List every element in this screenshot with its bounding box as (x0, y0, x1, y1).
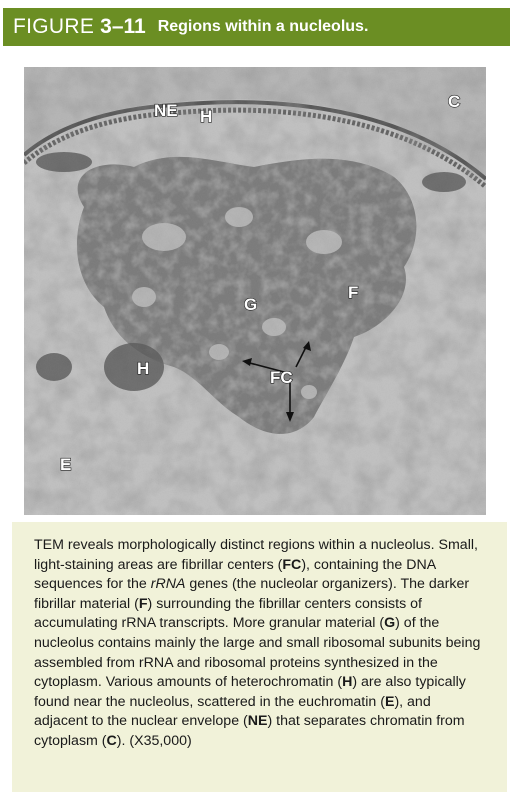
caption-term-ne: NE (247, 713, 268, 730)
caption-part: ) that separates chromatin from cytoplas… (34, 713, 465, 749)
label-f: F (348, 283, 358, 302)
figure-word: FIGURE (13, 15, 95, 38)
label-h-top: H (200, 107, 212, 126)
label-c: C (448, 92, 460, 111)
caption-part: ) surrounding the fibrillar centers cons… (34, 595, 422, 632)
caption-part: ) of the nucleolus contains mainly the l… (34, 615, 481, 691)
figure-caption: TEM reveals morphologically distinct reg… (12, 522, 507, 792)
caption-part: ), and adjacent to the nuclear envelope … (34, 693, 431, 730)
micrograph-image: NE H C G F H FC E (24, 67, 486, 515)
label-e: E (60, 455, 71, 474)
fc-arrow-left (245, 361, 285, 373)
caption-term-fc: FC (282, 556, 302, 573)
label-h-left: H (137, 359, 149, 378)
caption-term-g: G (384, 615, 396, 632)
caption-part: TEM reveals morphologically distinct reg… (34, 537, 478, 573)
fc-arrows (242, 341, 311, 422)
label-ne: NE (154, 101, 178, 120)
caption-part: ), containing the DNA sequences for the (34, 556, 436, 593)
figure-header: FIGURE 3–11 Regions within a nucleolus. (3, 8, 510, 46)
caption-term-c: C (106, 732, 117, 749)
caption-term-rrna: rRNA (150, 576, 186, 593)
caption-paragraph: TEM reveals morphologically distinct reg… (34, 536, 485, 752)
caption-part: genes (the nucleolar organizers). The da… (34, 576, 470, 612)
label-fc: FC (270, 368, 293, 387)
caption-term-e: E (384, 693, 395, 710)
caption-part: ) are also typically found near the nucl… (34, 674, 466, 710)
figure-number: 3–11 (100, 15, 146, 38)
caption-term-h: H (342, 674, 353, 691)
caption-term-f: F (138, 595, 148, 612)
figure-title: Regions within a nucleolus. (157, 18, 369, 35)
caption-part: ). (X35,000) (116, 732, 192, 749)
label-g: G (244, 295, 257, 314)
film-grain (24, 67, 486, 515)
tem-micrograph: NE H C G F H FC E (24, 67, 486, 515)
